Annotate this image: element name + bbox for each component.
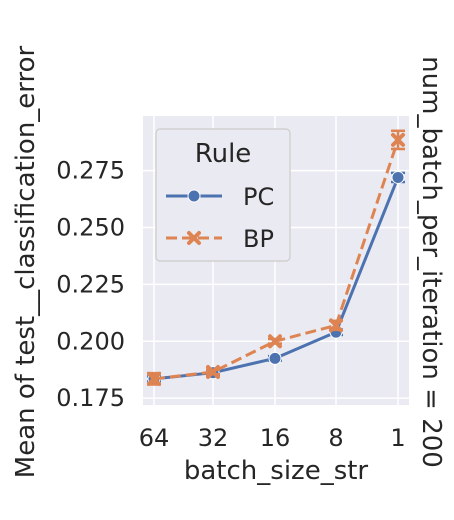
x-tick-label: 8 xyxy=(328,424,343,452)
x-tick-label: 16 xyxy=(260,424,291,452)
data-point-bp-stroke xyxy=(206,365,220,380)
y-tick-label: 0.200 xyxy=(56,327,125,355)
legend: Rule PC BP xyxy=(155,128,291,262)
data-point-bp xyxy=(391,132,405,147)
data-point-bp xyxy=(329,318,343,333)
legend-items: PC BP xyxy=(166,183,274,253)
data-point-bp-stroke xyxy=(268,334,282,349)
data-point-pc xyxy=(268,351,282,365)
legend-label-pc: PC xyxy=(243,183,274,211)
series-layer xyxy=(147,129,405,386)
data-point-pc xyxy=(391,170,405,184)
data-point-bp-stroke xyxy=(391,132,405,147)
x-axis-label: batch_size_str xyxy=(184,456,369,486)
facet-label: num_batch_per_iteration = 200 xyxy=(416,56,446,468)
x-tick-label: 32 xyxy=(198,424,229,452)
data-point-bp xyxy=(206,365,220,380)
legend-label-bp: BP xyxy=(243,225,274,253)
data-point-bp xyxy=(268,334,282,349)
data-point-bp-stroke xyxy=(329,318,343,333)
y-tick-label: 0.225 xyxy=(56,270,125,298)
data-point-bp xyxy=(147,371,161,386)
x-tick-label: 1 xyxy=(390,424,405,452)
legend-box xyxy=(155,128,291,262)
y-tick-label: 0.275 xyxy=(56,157,125,185)
data-point-bp-stroke xyxy=(147,371,161,386)
x-tick-label: 64 xyxy=(139,424,170,452)
y-tick-label: 0.250 xyxy=(56,214,125,242)
legend-marker-bp-stroke xyxy=(187,231,201,245)
y-tick-label: 0.175 xyxy=(56,384,125,412)
legend-title: Rule xyxy=(195,139,252,169)
y-axis-label: Mean of test__classification_error xyxy=(11,45,41,478)
tick-labels: 0.175 0.200 0.225 0.250 0.275 64 32 16 8 1 xyxy=(56,157,405,452)
legend-marker-bp xyxy=(187,231,201,245)
legend-marker-pc xyxy=(187,189,201,203)
